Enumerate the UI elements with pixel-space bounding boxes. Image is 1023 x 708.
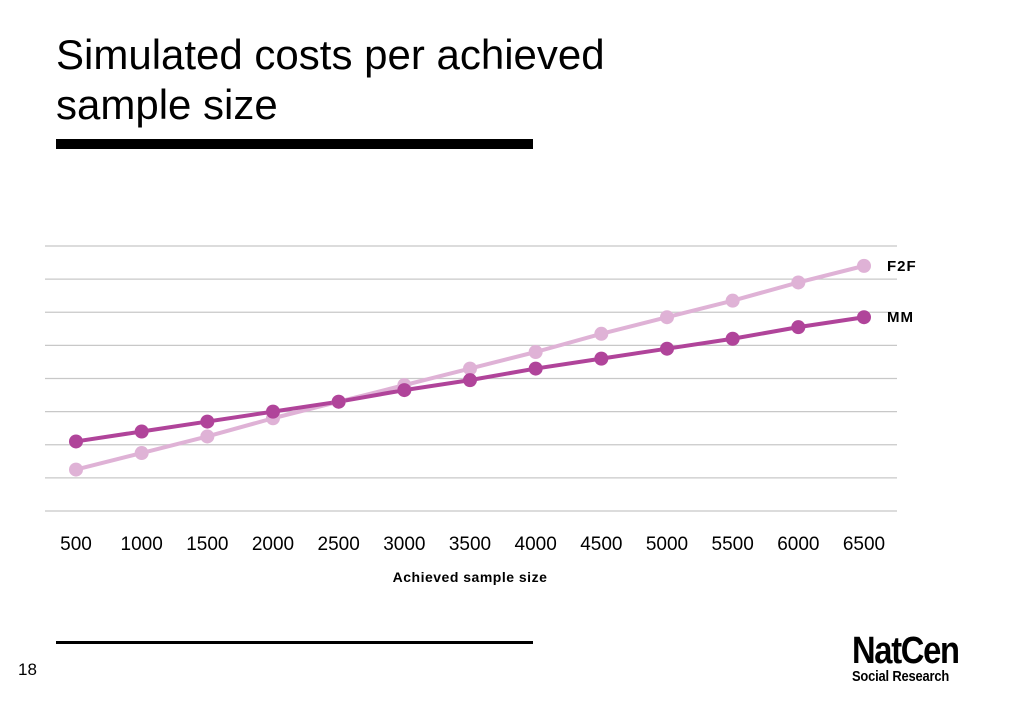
grid-lines [45,245,897,512]
x-tick-label: 4000 [515,534,557,555]
data-point-mm [594,351,609,366]
natcen-logo: NatCen Social Research [852,630,972,685]
series-label-mm: MM [887,309,914,326]
series-label-f2f: F2F [887,258,917,275]
x-tick-label: 2500 [318,534,360,555]
data-point-f2f [791,275,806,290]
x-axis-title: Achieved sample size [393,569,548,585]
data-point-f2f [69,462,83,477]
page-title: Simulated costs per achieved sample size [56,31,605,128]
data-point-mm [69,434,83,449]
data-point-mm [725,331,740,346]
data-point-mm [528,361,543,376]
logo-subtitle: Social Research [852,668,950,685]
data-point-mm [857,310,871,325]
x-tick-label: 3000 [383,534,425,555]
data-point-f2f [725,293,740,308]
x-tick-label: 6500 [843,534,885,555]
x-tick-label: 2000 [252,534,294,555]
x-tick-label: 4500 [580,534,622,555]
data-point-mm [331,394,346,409]
x-tick-label: 500 [60,534,92,555]
page-number: 18 [18,660,37,679]
data-point-f2f [660,310,674,325]
data-point-f2f [594,326,609,341]
data-point-f2f [200,429,215,444]
data-point-mm [266,404,280,419]
data-point-f2f [463,361,477,376]
series-labels: F2F MM [887,258,917,326]
data-point-mm [660,341,674,356]
footer-rule [56,641,533,644]
series-points [69,258,871,477]
data-point-f2f [134,446,149,461]
data-point-f2f [857,258,871,273]
data-point-mm [134,424,149,439]
data-point-mm [397,383,412,398]
x-tick-labels: 500 1000 1500 2000 2500 3000 3500 4000 4500 5000 5… [60,534,885,555]
title-underline [56,139,533,149]
data-point-mm [791,320,806,335]
x-tick-label: 5000 [646,534,688,555]
x-tick-label: 6000 [777,534,819,555]
x-tick-label: 1000 [121,534,163,555]
logo-wordmark: NatCen [852,630,960,672]
x-tick-label: 3500 [449,534,491,555]
x-tick-label: 5500 [712,534,754,555]
data-point-f2f [528,345,543,359]
x-tick-label: 1500 [186,534,228,555]
data-point-mm [200,414,215,429]
data-point-mm [463,373,477,388]
